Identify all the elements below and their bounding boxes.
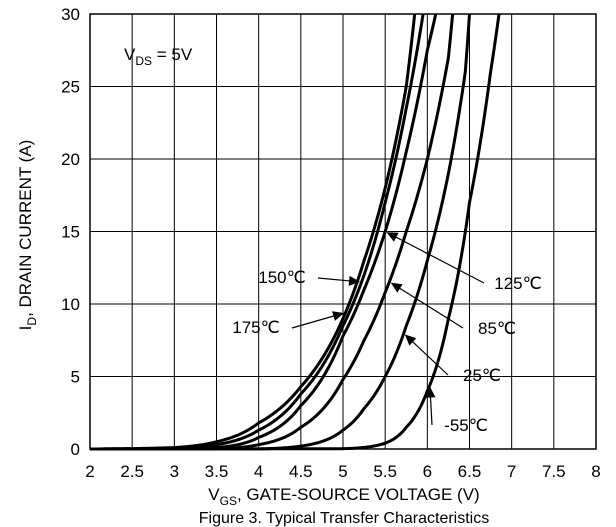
annotation-label: 25℃ xyxy=(463,366,501,385)
figure-caption: Figure 3. Typical Transfer Characteristi… xyxy=(199,510,489,527)
annotation-label: 175℃ xyxy=(232,318,279,337)
x-tick-label: 3 xyxy=(170,462,179,481)
x-tick-label: 5.5 xyxy=(373,462,397,481)
x-tick-label: 6 xyxy=(423,462,432,481)
x-axis-title: VGS, GATE-SOURCE VOLTAGE (V) xyxy=(208,485,479,508)
y-tick-label: 0 xyxy=(71,440,80,459)
annotation-arrow-line xyxy=(317,277,352,282)
annotation-label: -55℃ xyxy=(444,416,488,435)
annotation-arrow-line xyxy=(394,235,485,284)
x-tick-label: 5 xyxy=(338,462,347,481)
x-tick-label: 4.5 xyxy=(289,462,313,481)
annotation-arrow-head xyxy=(348,275,361,286)
annotation-label: 85℃ xyxy=(478,319,516,338)
condition-label: VDS = 5V xyxy=(124,45,193,68)
annotation-arrow-head xyxy=(390,282,403,293)
y-tick-label: 30 xyxy=(61,5,80,24)
series-line xyxy=(89,13,501,451)
x-tick-label: 7 xyxy=(507,462,516,481)
grid xyxy=(89,13,597,450)
y-tick-labels: 0 5 10 15 20 25 30 xyxy=(61,5,80,459)
y-tick-label: 20 xyxy=(61,150,80,169)
annotation-arrow-line xyxy=(429,395,433,426)
annotation-arrow-head xyxy=(386,232,399,242)
x-tick-label: 2 xyxy=(85,462,94,481)
x-tick-label: 7.5 xyxy=(542,462,566,481)
annotation-arrow-head xyxy=(425,386,436,398)
annotation-arrow-line xyxy=(397,286,464,329)
annotation-arrow-line xyxy=(291,314,336,329)
series-group xyxy=(89,13,501,451)
y-tick-label: 10 xyxy=(61,295,80,314)
annotation-label: 150℃ xyxy=(258,268,305,287)
x-tick-labels: 2 2.5 3 3.5 4 4.5 5 5.5 6 6.5 7 7.5 8 xyxy=(85,462,600,481)
x-tick-label: 4 xyxy=(254,462,263,481)
x-tick-label: 3.5 xyxy=(205,462,229,481)
y-axis-title: ID, DRAIN CURRENT (A) xyxy=(16,140,39,331)
annotation-arrow-line xyxy=(410,340,449,376)
x-tick-label: 2.5 xyxy=(120,462,144,481)
y-tick-label: 5 xyxy=(71,368,80,387)
annotation-label: 125℃ xyxy=(494,274,541,293)
annotation-arrow-head xyxy=(404,334,417,346)
annotation-arrow-head xyxy=(332,311,345,321)
x-tick-label: 8 xyxy=(591,462,600,481)
y-tick-label: 25 xyxy=(61,78,80,97)
annotation-group: 150℃ 175℃ 125℃ 85℃ 25℃ -55℃ xyxy=(232,232,542,435)
y-tick-label: 15 xyxy=(61,223,80,242)
x-tick-label: 6.5 xyxy=(458,462,482,481)
